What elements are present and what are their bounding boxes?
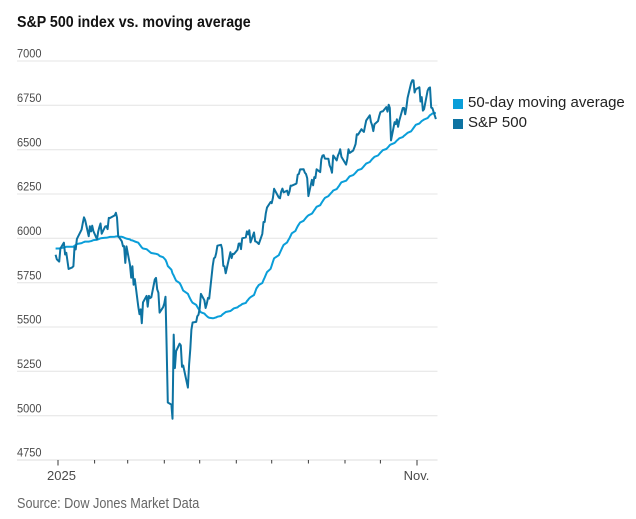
svg-text:S&P 500 index vs. moving avera: S&P 500 index vs. moving average [17,13,251,31]
svg-text:5500: 5500 [17,314,42,326]
svg-text:2025: 2025 [47,468,76,483]
svg-text:5000: 5000 [17,403,42,415]
svg-text:S&P 500: S&P 500 [468,114,527,131]
svg-text:Nov.: Nov. [404,468,430,483]
svg-text:Source: Dow Jones Market Data: Source: Dow Jones Market Data [17,495,200,511]
svg-text:6000: 6000 [17,226,42,238]
svg-text:4750: 4750 [17,447,42,459]
svg-text:6750: 6750 [17,93,42,105]
svg-text:6250: 6250 [17,181,42,193]
svg-text:5250: 5250 [17,359,42,371]
svg-text:50-day moving average: 50-day moving average [468,94,625,111]
svg-text:7000: 7000 [17,48,42,60]
svg-text:6500: 6500 [17,137,42,149]
svg-text:5750: 5750 [17,270,42,282]
